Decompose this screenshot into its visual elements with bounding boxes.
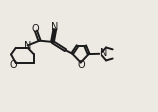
Text: O: O (32, 24, 40, 33)
Text: N: N (52, 22, 59, 32)
Text: N: N (100, 48, 108, 58)
Text: N: N (24, 41, 31, 51)
Text: O: O (78, 60, 85, 70)
Text: O: O (9, 60, 17, 70)
